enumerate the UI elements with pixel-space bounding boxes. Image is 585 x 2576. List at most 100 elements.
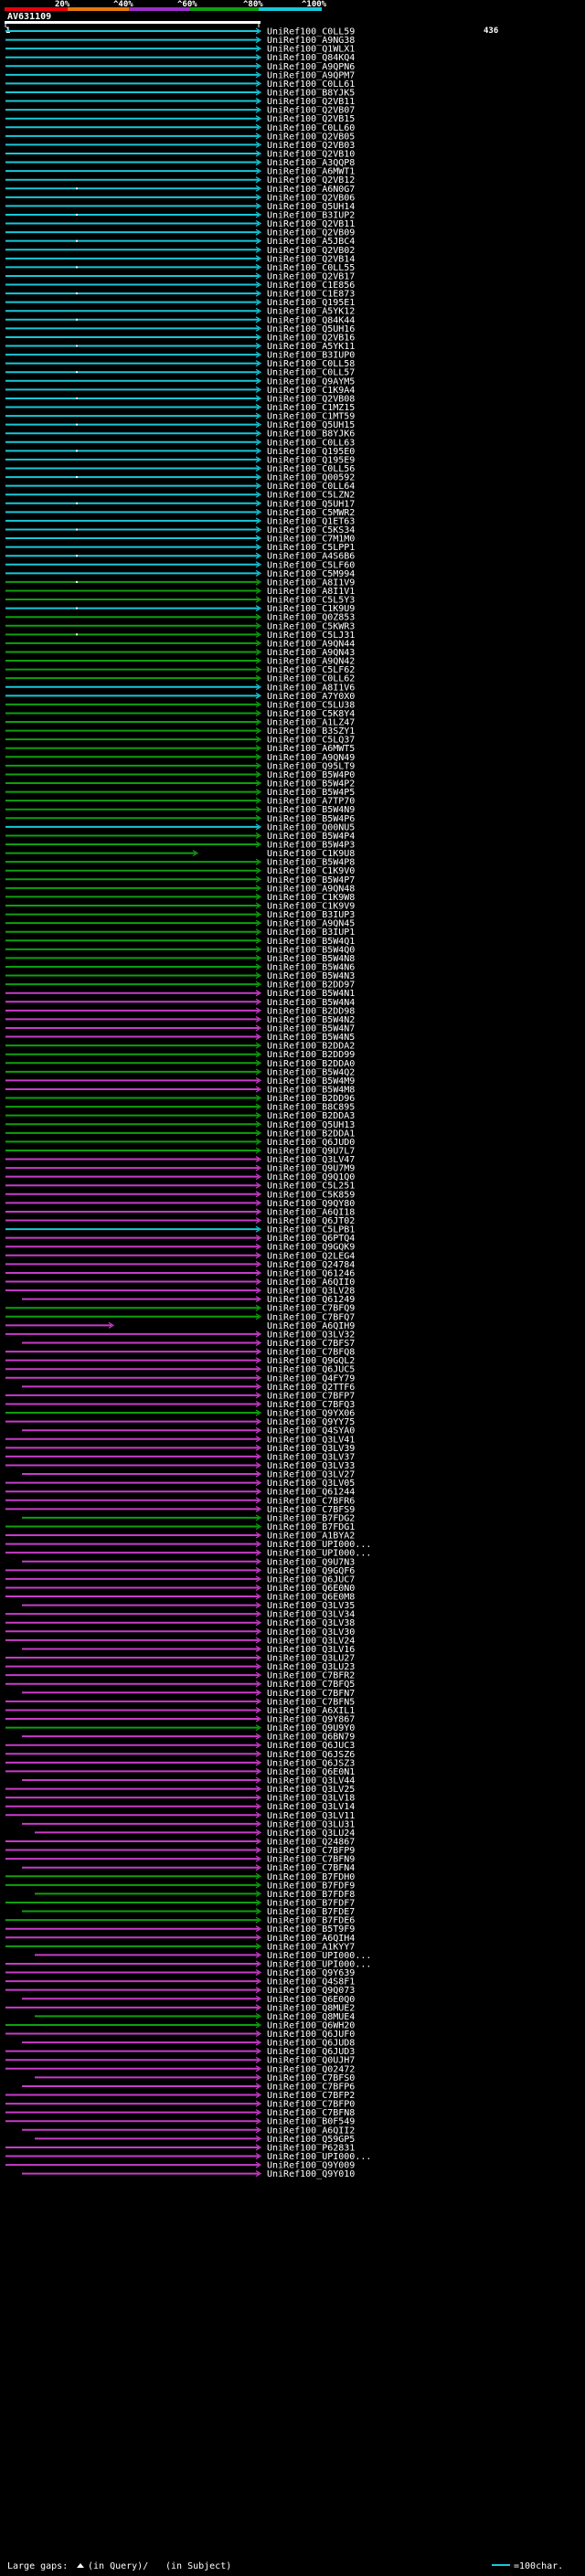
hit-label: UniRef100_Q3LV28 bbox=[267, 1287, 355, 1297]
identity-scale-segment bbox=[129, 7, 190, 11]
gap-marker bbox=[76, 213, 78, 216]
hit-arrow-icon bbox=[255, 552, 262, 559]
hit-label: UniRef100_A6MWT5 bbox=[267, 744, 355, 754]
hit-label: UniRef100_A9NG38 bbox=[267, 36, 355, 46]
hit-label: UniRef100_B7FDE6 bbox=[267, 1916, 355, 1926]
hit-label: UniRef100_Q9GQF6 bbox=[267, 1566, 355, 1576]
hit-label: UniRef100_Q2VB08 bbox=[267, 394, 355, 404]
hit-label: UniRef100_Q3LV38 bbox=[267, 1618, 355, 1628]
hit-label: UniRef100_B2DD96 bbox=[267, 1094, 355, 1104]
hit-label: UniRef100_B5T9F9 bbox=[267, 1924, 355, 1935]
hit-label: UniRef100_B2DDA0 bbox=[267, 1059, 355, 1069]
hit-arrow-icon bbox=[255, 368, 262, 376]
hit-arrow-icon bbox=[255, 2012, 262, 2019]
hit-label: UniRef100_A5YK12 bbox=[267, 307, 355, 317]
hit-arrow-icon bbox=[255, 1767, 262, 1775]
hit-label: UniRef100_C7BFN9 bbox=[267, 1855, 355, 1865]
hit-arrow-icon bbox=[255, 946, 262, 953]
hit-arrow-icon bbox=[255, 1829, 262, 1836]
hit-label: UniRef100_Q3LV27 bbox=[267, 1470, 355, 1480]
hit-label: UniRef100_B7FDH0 bbox=[267, 1872, 355, 1882]
hit-label: UniRef100_C1K9V0 bbox=[267, 866, 355, 876]
hit-arrow-icon bbox=[255, 491, 262, 498]
hit-arrow-icon bbox=[255, 1034, 262, 1041]
hit-arrow-icon bbox=[255, 1418, 262, 1426]
hit-arrow-icon bbox=[255, 2100, 262, 2107]
hit-label: UniRef100_C7BFN7 bbox=[267, 1689, 355, 1699]
hit-label: UniRef100_C0LL59 bbox=[267, 27, 355, 37]
hit-label: UniRef100_Q0UJH7 bbox=[267, 2056, 355, 2066]
hit-label: UniRef100_A6N0G7 bbox=[267, 185, 355, 195]
hit-arrow-icon bbox=[255, 981, 262, 988]
hit-arrow-icon bbox=[255, 1566, 262, 1574]
hit-arrow-icon bbox=[255, 1182, 262, 1189]
hit-arrow-icon bbox=[255, 1383, 262, 1390]
gap-marker bbox=[76, 397, 78, 399]
hit-arrow-icon bbox=[108, 1321, 115, 1329]
hit-label: UniRef100_Q3LV32 bbox=[267, 1330, 355, 1340]
hit-label: UniRef100_B7FDE7 bbox=[267, 1907, 355, 1917]
hit-arrow-icon bbox=[255, 71, 262, 79]
hit-arrow-icon bbox=[255, 1068, 262, 1076]
gap-marker bbox=[76, 555, 78, 557]
hit-arrow-icon bbox=[255, 1602, 262, 1609]
hit-arrow-icon bbox=[255, 674, 262, 682]
hit-arrow-icon bbox=[255, 998, 262, 1005]
hit-arrow-icon bbox=[255, 832, 262, 839]
hit-arrow-icon bbox=[255, 37, 262, 44]
hit-arrow-icon bbox=[255, 123, 262, 131]
hit-arrow-icon bbox=[255, 622, 262, 630]
hit-label: UniRef100_B7FDF9 bbox=[267, 1881, 355, 1891]
hit-arrow-icon bbox=[255, 1698, 262, 1705]
gap-marker bbox=[76, 239, 78, 242]
hit-arrow-icon bbox=[255, 115, 262, 122]
hit-arrow-icon bbox=[255, 1103, 262, 1110]
hit-arrow-icon bbox=[255, 1260, 262, 1267]
hit-label: UniRef100_Q95LT9 bbox=[267, 761, 355, 771]
hit-label: UniRef100_Q3LV11 bbox=[267, 1811, 355, 1821]
hit-arrow-icon bbox=[255, 1400, 262, 1408]
hit-arrow-icon bbox=[255, 561, 262, 568]
hit-label: UniRef100_A6MWT1 bbox=[267, 167, 355, 177]
hit-label: UniRef100_B3IUP1 bbox=[267, 928, 355, 938]
hit-arrow-icon bbox=[255, 464, 262, 472]
hit-label: UniRef100_A8I1V9 bbox=[267, 578, 355, 588]
hit-label: UniRef100_B3IUP3 bbox=[267, 910, 355, 920]
hit-label: UniRef100_A3QQP8 bbox=[267, 158, 355, 168]
hit-arrow-icon bbox=[255, 1330, 262, 1338]
hit-arrow-icon bbox=[255, 569, 262, 577]
hit-arrow-icon bbox=[255, 1348, 262, 1355]
identity-scale-tick: ^60% bbox=[177, 0, 197, 9]
hit-arrow-icon bbox=[255, 27, 262, 35]
hit-label: UniRef100_B5W4N6 bbox=[267, 962, 355, 972]
hit-arrow-icon bbox=[255, 1470, 262, 1478]
hit-label: UniRef100_Q3LV30 bbox=[267, 1627, 355, 1638]
hit-arrow-icon bbox=[255, 1444, 262, 1451]
hit-label: UniRef100_C7BFQ5 bbox=[267, 1680, 355, 1690]
hit-arrow-icon bbox=[255, 1593, 262, 1600]
hit-label: UniRef100_A5JBC4 bbox=[267, 237, 355, 247]
hit-arrow-icon bbox=[255, 2021, 262, 2029]
hit-label: UniRef100_A9QN49 bbox=[267, 753, 355, 763]
hit-label: UniRef100_B7FDF7 bbox=[267, 1898, 355, 1908]
hit-label: UniRef100_Q24867 bbox=[267, 1837, 355, 1847]
hit-arrow-icon bbox=[255, 1076, 262, 1084]
hit-label: UniRef100_C1K9A4 bbox=[267, 386, 355, 396]
hit-label: UniRef100_P62831 bbox=[267, 2143, 355, 2153]
hit-arrow-icon bbox=[255, 893, 262, 900]
hit-arrow-icon bbox=[255, 2092, 262, 2099]
hit-label: UniRef100_Q2VB17 bbox=[267, 271, 355, 281]
hit-arrow-icon bbox=[255, 709, 262, 716]
hit-arrow-icon bbox=[255, 1086, 262, 1093]
hit-arrow-icon bbox=[255, 255, 262, 262]
hit-arrow-icon bbox=[255, 1374, 262, 1382]
hit-arrow-icon bbox=[255, 150, 262, 157]
hit-label: UniRef100_C5KWR3 bbox=[267, 621, 355, 631]
hit-arrow-icon bbox=[255, 657, 262, 664]
hit-arrow-icon bbox=[255, 421, 262, 429]
hit-label: UniRef100_UPI000... bbox=[267, 1959, 371, 1969]
hit-arrow-icon bbox=[255, 228, 262, 236]
hit-label: UniRef100_A6QII2 bbox=[267, 2125, 355, 2136]
hit-arrow-icon bbox=[255, 185, 262, 192]
hit-arrow-icon bbox=[255, 500, 262, 507]
